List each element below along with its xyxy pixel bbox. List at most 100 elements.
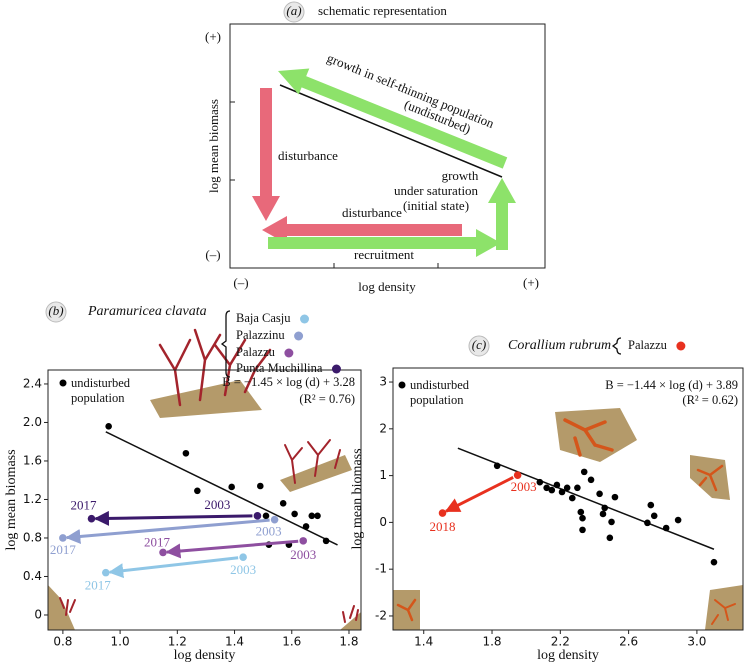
x-axis-label: log density [174, 648, 236, 663]
panel-title: Paramuricea clavata [87, 304, 207, 319]
data-point [302, 523, 310, 530]
legend-marker [294, 331, 304, 341]
y-tick-label: 0.4 [23, 569, 42, 583]
data-point [59, 534, 67, 542]
data-point [579, 514, 586, 522]
data-point [580, 468, 588, 476]
regression-line [105, 431, 338, 546]
x-tick-label: 0.8 [53, 635, 72, 649]
legend-marker [331, 364, 341, 374]
schematic-panel: (a) schematic representation (+) (–) (–)… [205, 1, 546, 294]
data-point [87, 514, 96, 523]
arrow-head [278, 68, 310, 95]
data-point [262, 512, 270, 520]
y-tick-label: 1.2 [23, 492, 42, 506]
data-point [608, 518, 615, 526]
data-point [270, 515, 279, 524]
data-point [674, 516, 682, 524]
data-point [194, 487, 201, 495]
x-tick-label: 2.2 [551, 635, 570, 649]
year-label: 2017 [70, 498, 97, 513]
panel-label: (a) [286, 3, 301, 18]
legend-label: Palazzinu [236, 328, 285, 342]
scatter-panel: (c) Corallium rubrum 1.4 1.8 2.2 2.6 3.0 -2 -1 0 1… [350, 335, 744, 663]
data-point [228, 483, 235, 491]
legend-label: Punta Muchillina [236, 361, 323, 375]
data-point [647, 501, 655, 509]
arrow-head [476, 229, 501, 257]
arrow-label: recruitment [354, 247, 414, 262]
arrow-head [252, 196, 280, 221]
data-point [308, 512, 316, 520]
year-label: 2003 [511, 479, 537, 494]
legend-marker [284, 348, 294, 358]
panel-badge [468, 335, 490, 357]
data-point [105, 423, 112, 430]
y-tick-label: 2.4 [23, 376, 42, 390]
data-point [182, 449, 190, 457]
legend-label: Palazzu [628, 338, 668, 352]
year-label: 2003 [256, 524, 282, 539]
plot-frame [392, 367, 744, 631]
data-point [568, 494, 576, 502]
panel-title: Corallium rubrum [508, 338, 611, 353]
data-point [644, 519, 651, 527]
arrow-label: disturbance [278, 148, 338, 163]
year-label: 2017 [144, 534, 171, 549]
x-tick-label: 1.4 [225, 635, 244, 649]
y-tick-label: 1.6 [23, 453, 42, 467]
data-point [611, 493, 619, 501]
y-tick-label: 2 [379, 421, 387, 435]
arrow-label: (initial state) [403, 198, 469, 213]
data-point [493, 462, 501, 470]
schematic-frame [229, 23, 546, 269]
data-point [322, 537, 330, 545]
x-tick-label: 1.8 [482, 635, 501, 649]
legend-bracket [611, 337, 622, 355]
y-tick-label: 0.8 [23, 530, 42, 544]
year-label: 2003 [204, 497, 230, 512]
x-tick-label: 3.0 [687, 635, 706, 649]
data-point [579, 526, 586, 534]
arrow-head [488, 178, 516, 203]
data-point [548, 486, 556, 494]
data-point [159, 548, 167, 557]
fit-r2: (R² = 0.62) [682, 393, 738, 407]
data-point [256, 482, 264, 490]
x-axis-label: log density [537, 648, 599, 663]
x-high-label: (+) [523, 275, 539, 290]
data-point [543, 484, 550, 492]
data-point [606, 534, 614, 542]
y-axis-label: log mean biomass [4, 449, 19, 550]
y-tick-label: -2 [375, 608, 387, 622]
arrow-label: growth [442, 168, 479, 183]
y-axis-label: log mean biomass [350, 448, 365, 549]
x-tick-label: 1.0 [111, 635, 130, 649]
x-tick-label: 1.6 [282, 635, 301, 649]
data-point [558, 488, 566, 496]
legend-label: undisturbed population [71, 376, 131, 405]
data-point [710, 558, 718, 566]
data-point [513, 471, 522, 479]
legend-label: undisturbed population [410, 378, 470, 407]
x-tick-label: 1.4 [414, 635, 433, 649]
panel-label: (b) [48, 303, 63, 318]
data-point [299, 537, 308, 545]
coral-illustration [48, 328, 743, 630]
x-tick-label: 1.2 [168, 635, 187, 649]
data-point [279, 500, 287, 507]
fit-equation: B = −1.45 × log (d) + 3.28 [222, 375, 355, 389]
data-point [553, 481, 561, 489]
legend-marker [300, 314, 310, 324]
x-low-label: (–) [233, 275, 248, 290]
fit-equation: B = −1.44 × log (d) + 3.89 [605, 378, 738, 392]
year-label: 2017 [85, 578, 112, 593]
year-label: 2017 [50, 542, 77, 557]
growth-arrow [299, 75, 508, 169]
y-tick-label: 2.0 [23, 415, 42, 429]
regression-line [457, 447, 715, 550]
panel-badge [283, 1, 305, 23]
y-high-label: (+) [205, 29, 221, 44]
